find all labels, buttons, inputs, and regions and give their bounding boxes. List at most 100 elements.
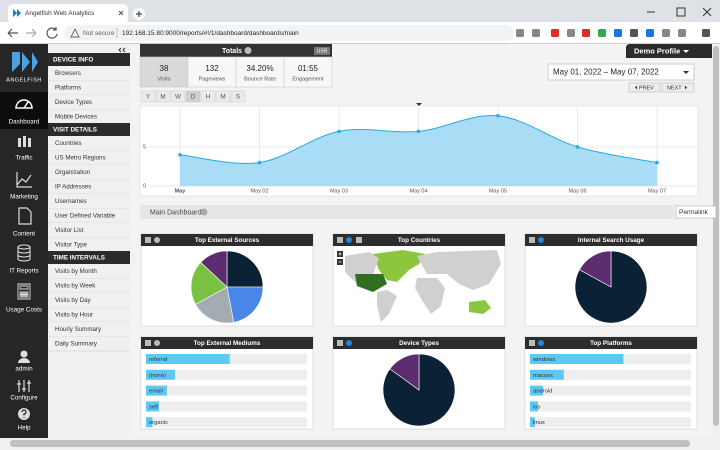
- prev-button[interactable]: [628, 82, 661, 93]
- menu-item-label[interactable]: IP Addresses: [55, 184, 91, 191]
- widget-menu-icon[interactable]: [529, 237, 535, 243]
- metric-cell[interactable]: [283, 56, 333, 88]
- widget-type-icon[interactable]: [538, 237, 544, 243]
- menu-item[interactable]: [48, 264, 130, 279]
- bar[interactable]: [146, 385, 167, 396]
- metric-cell[interactable]: [187, 56, 237, 88]
- bar[interactable]: [146, 354, 230, 364]
- menu-item[interactable]: [48, 66, 130, 81]
- pie-slice[interactable]: [200, 250, 228, 288]
- menu-item-label[interactable]: Visitor List: [55, 227, 84, 234]
- menu-item[interactable]: [48, 80, 130, 96]
- menu-item[interactable]: [48, 322, 130, 337]
- interval-tab[interactable]: [140, 90, 156, 103]
- extension-icon[interactable]: [678, 29, 686, 37]
- tab-close[interactable]: [118, 10, 124, 16]
- extension-icon[interactable]: [567, 29, 575, 37]
- menu-item[interactable]: [48, 293, 130, 308]
- bar[interactable]: [530, 385, 543, 396]
- menu-item[interactable]: [48, 237, 130, 253]
- interval-tab[interactable]: [200, 90, 216, 103]
- pie-slice[interactable]: [226, 250, 264, 288]
- widget-type-icon[interactable]: [346, 340, 352, 346]
- interval-tab[interactable]: [170, 90, 186, 103]
- menu-item[interactable]: [48, 136, 130, 151]
- widget-menu-icon[interactable]: [145, 340, 151, 346]
- metric-cell[interactable]: [235, 56, 285, 88]
- widget-menu-icon[interactable]: [337, 340, 343, 346]
- menu-item-label[interactable]: Browsers: [55, 70, 81, 77]
- menu-item-label[interactable]: Platforms: [55, 85, 81, 92]
- widget-menu-icon[interactable]: [145, 237, 151, 243]
- interval-tab[interactable]: [230, 90, 246, 103]
- menu-item-label[interactable]: Countries: [55, 140, 81, 147]
- menu-item[interactable]: [48, 223, 130, 238]
- window-maximize[interactable]: [676, 7, 686, 17]
- widget-table-icon[interactable]: [356, 237, 362, 243]
- menu-item-label[interactable]: User Defined Variable: [55, 213, 116, 220]
- bar[interactable]: [146, 401, 159, 412]
- extension-icon[interactable]: [516, 29, 524, 37]
- menu-item-label[interactable]: Visits by Week: [55, 283, 96, 290]
- tab[interactable]: [8, 4, 128, 24]
- menu-item-label[interactable]: Organization: [55, 169, 91, 176]
- interval-tab[interactable]: [215, 90, 231, 103]
- extension-icon[interactable]: [598, 29, 606, 37]
- menu-item[interactable]: [48, 165, 130, 180]
- menu-item[interactable]: [48, 95, 130, 110]
- forward-button[interactable]: [26, 28, 37, 38]
- bar[interactable]: [530, 369, 564, 380]
- menu-item-label[interactable]: Device Types: [55, 99, 92, 106]
- menu-item[interactable]: [48, 179, 130, 195]
- interval-tab[interactable]: [155, 90, 171, 103]
- widget-menu-icon[interactable]: [529, 340, 535, 346]
- dashboard-help[interactable]: [200, 208, 208, 216]
- menu-item[interactable]: [48, 278, 130, 294]
- extension-icon[interactable]: [646, 29, 654, 37]
- menu-item[interactable]: [48, 109, 130, 125]
- bar[interactable]: [530, 354, 624, 364]
- extension-icon[interactable]: [551, 29, 559, 37]
- pie-slice[interactable]: [579, 250, 612, 288]
- menu-item-label[interactable]: Usernames: [55, 198, 87, 205]
- bar[interactable]: [146, 369, 175, 380]
- metric-cell[interactable]: [139, 56, 189, 88]
- widget-type-icon[interactable]: [154, 340, 160, 346]
- extension-icon[interactable]: [582, 29, 590, 37]
- collapse-icon[interactable]: [118, 47, 126, 53]
- pie-slice[interactable]: [195, 286, 235, 324]
- pie-slice[interactable]: [190, 261, 228, 305]
- menu-item[interactable]: [48, 194, 130, 209]
- menu-item[interactable]: [48, 150, 130, 166]
- next-button[interactable]: [661, 82, 695, 93]
- widget-type-icon[interactable]: [154, 237, 160, 243]
- pie-slice[interactable]: [226, 286, 264, 323]
- menu-item-label[interactable]: US Metro Regions: [55, 155, 106, 162]
- extension-icon[interactable]: [614, 29, 622, 37]
- bar[interactable]: [530, 417, 535, 428]
- omnibox[interactable]: [64, 25, 514, 41]
- chart-toggle[interactable]: [416, 103, 422, 106]
- widget-type-icon[interactable]: [346, 237, 352, 243]
- bar[interactable]: [530, 401, 539, 412]
- menu-item-label[interactable]: Hourly Summary: [55, 326, 102, 333]
- interval-tab[interactable]: [185, 90, 201, 103]
- totals-help[interactable]: [244, 47, 252, 54]
- widget-menu-icon[interactable]: [337, 237, 343, 243]
- menu-item-label[interactable]: Daily Summary: [55, 341, 98, 348]
- menu-item-label[interactable]: Visits by Month: [55, 268, 97, 275]
- reload-button[interactable]: [46, 27, 58, 39]
- menu-item-label[interactable]: Visitor Type: [55, 242, 88, 249]
- permalink-input[interactable]: [675, 205, 717, 219]
- menu-item[interactable]: [48, 307, 130, 323]
- extension-icon[interactable]: [532, 29, 540, 37]
- extension-icon[interactable]: [662, 29, 670, 37]
- back-button[interactable]: [7, 28, 18, 38]
- menu-item-label[interactable]: Mobile Devices: [55, 114, 97, 121]
- pie-slice[interactable]: [389, 353, 420, 391]
- bar[interactable]: [146, 417, 153, 428]
- extension-icon[interactable]: [630, 29, 638, 37]
- menu-item-label[interactable]: Visits by Hour: [55, 312, 93, 319]
- widget-type-icon[interactable]: [538, 340, 544, 346]
- menu-item[interactable]: [48, 336, 130, 352]
